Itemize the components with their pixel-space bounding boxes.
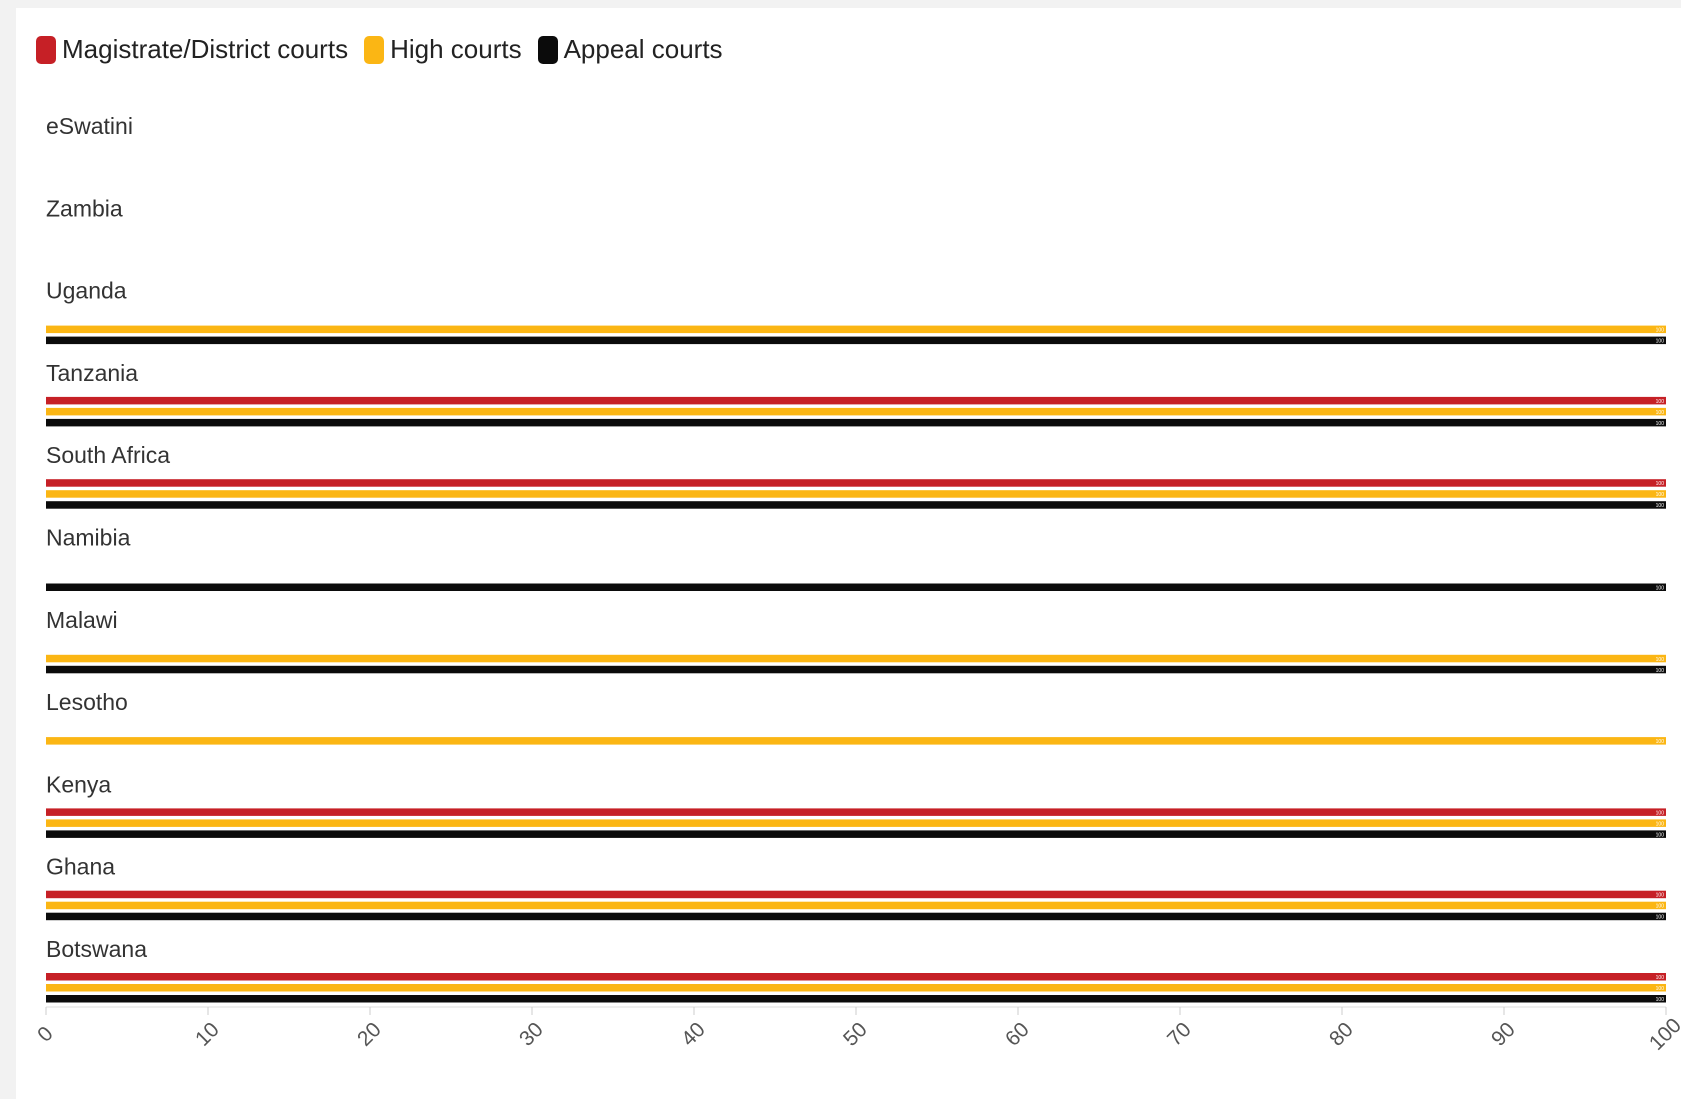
- value-label-kenya-high-courts: 100: [1656, 821, 1665, 827]
- value-label-tanzania-magistrate-district-courts: 100: [1656, 399, 1665, 405]
- legend-item-appeal[interactable]: Appeal courts: [537, 34, 723, 65]
- category-label-zambia: Zambia: [46, 195, 123, 221]
- legend-swatch-magistrate: [36, 35, 56, 64]
- bar-malawi-high-courts[interactable]: [46, 654, 1666, 663]
- x-tick-label-90: 90: [1487, 1018, 1520, 1051]
- value-label-namibia-appeal-courts: 100: [1656, 586, 1665, 592]
- x-tick-label-20: 20: [353, 1018, 386, 1051]
- value-label-south-africa-high-courts: 100: [1656, 492, 1665, 498]
- value-label-botswana-magistrate-district-courts: 100: [1656, 975, 1665, 981]
- bar-kenya-high-courts[interactable]: [46, 819, 1666, 827]
- category-label-kenya: Kenya: [46, 771, 111, 797]
- value-label-ghana-high-courts: 100: [1656, 904, 1665, 910]
- x-tick-label-60: 60: [1001, 1018, 1034, 1051]
- bar-uganda-high-courts[interactable]: [46, 325, 1666, 334]
- legend-item-high[interactable]: High courts: [364, 34, 522, 65]
- value-label-botswana-high-courts: 100: [1656, 986, 1665, 992]
- bar-malawi-appeal-courts[interactable]: [46, 665, 1666, 674]
- bar-botswana-appeal-courts[interactable]: [46, 995, 1666, 1003]
- x-tick-label-0: 0: [33, 1022, 58, 1047]
- bar-south-africa-magistrate-district-courts[interactable]: [46, 479, 1666, 487]
- value-label-kenya-magistrate-district-courts: 100: [1656, 810, 1665, 816]
- value-label-malawi-high-courts: 100: [1656, 657, 1665, 663]
- category-label-malawi: Malawi: [46, 607, 118, 633]
- x-tick-label-50: 50: [839, 1018, 872, 1051]
- bar-kenya-appeal-courts[interactable]: [46, 830, 1666, 838]
- bar-lesotho-high-courts[interactable]: [46, 737, 1666, 745]
- x-tick-label-80: 80: [1325, 1018, 1358, 1051]
- bar-ghana-appeal-courts[interactable]: [46, 912, 1666, 921]
- value-label-ghana-appeal-courts: 100: [1656, 915, 1665, 921]
- value-label-uganda-appeal-courts: 100: [1656, 339, 1665, 345]
- bar-tanzania-high-courts[interactable]: [46, 407, 1666, 416]
- value-label-uganda-high-courts: 100: [1656, 328, 1665, 334]
- bar-tanzania-appeal-courts[interactable]: [46, 418, 1666, 427]
- bar-botswana-magistrate-district-courts[interactable]: [46, 973, 1666, 981]
- value-label-malawi-appeal-courts: 100: [1656, 668, 1665, 674]
- category-label-south-africa: South Africa: [46, 442, 170, 468]
- value-label-ghana-magistrate-district-courts: 100: [1656, 893, 1665, 899]
- legend-swatch-high: [364, 35, 385, 64]
- value-label-lesotho-high-courts: 100: [1656, 739, 1665, 745]
- x-tick-label-70: 70: [1163, 1018, 1196, 1051]
- x-tick-label-40: 40: [677, 1018, 710, 1051]
- category-label-tanzania: Tanzania: [46, 360, 138, 386]
- x-tick-label-100: 100: [1645, 1014, 1681, 1055]
- legend-label-appeal: Appeal courts: [563, 34, 723, 64]
- legend-label-magistrate: Magistrate/District courts: [62, 34, 349, 64]
- value-label-kenya-appeal-courts: 100: [1656, 832, 1665, 838]
- legend-item-magistrate[interactable]: Magistrate/District courts: [36, 34, 348, 65]
- value-label-botswana-appeal-courts: 100: [1656, 997, 1665, 1003]
- value-label-south-africa-magistrate-district-courts: 100: [1656, 481, 1665, 487]
- bar-tanzania-magistrate-district-courts[interactable]: [46, 396, 1666, 405]
- bar-kenya-magistrate-district-courts[interactable]: [46, 808, 1666, 816]
- value-label-south-africa-appeal-courts: 100: [1656, 503, 1665, 509]
- bar-south-africa-appeal-courts[interactable]: [46, 501, 1666, 509]
- value-label-tanzania-appeal-courts: 100: [1656, 421, 1665, 427]
- legend-swatch-appeal: [537, 35, 558, 64]
- category-label-eswatini: eSwatini: [46, 113, 133, 139]
- category-label-uganda: Uganda: [46, 278, 127, 304]
- category-label-botswana: Botswana: [46, 936, 147, 962]
- legend-label-high: High courts: [390, 34, 522, 64]
- value-label-tanzania-high-courts: 100: [1656, 410, 1665, 416]
- bar-botswana-high-courts[interactable]: [46, 984, 1666, 992]
- category-label-ghana: Ghana: [46, 854, 115, 880]
- x-tick-label-30: 30: [515, 1018, 548, 1051]
- bar-namibia-appeal-courts[interactable]: [46, 583, 1666, 592]
- bar-south-africa-high-courts[interactable]: [46, 490, 1666, 498]
- bar-ghana-magistrate-district-courts[interactable]: [46, 890, 1666, 899]
- bar-uganda-appeal-courts[interactable]: [46, 336, 1666, 345]
- category-label-namibia: Namibia: [46, 525, 131, 551]
- category-label-lesotho: Lesotho: [46, 689, 128, 715]
- bar-ghana-high-courts[interactable]: [46, 901, 1666, 910]
- legend: Magistrate/District courts High courts A…: [36, 34, 739, 65]
- x-tick-label-10: 10: [191, 1018, 224, 1051]
